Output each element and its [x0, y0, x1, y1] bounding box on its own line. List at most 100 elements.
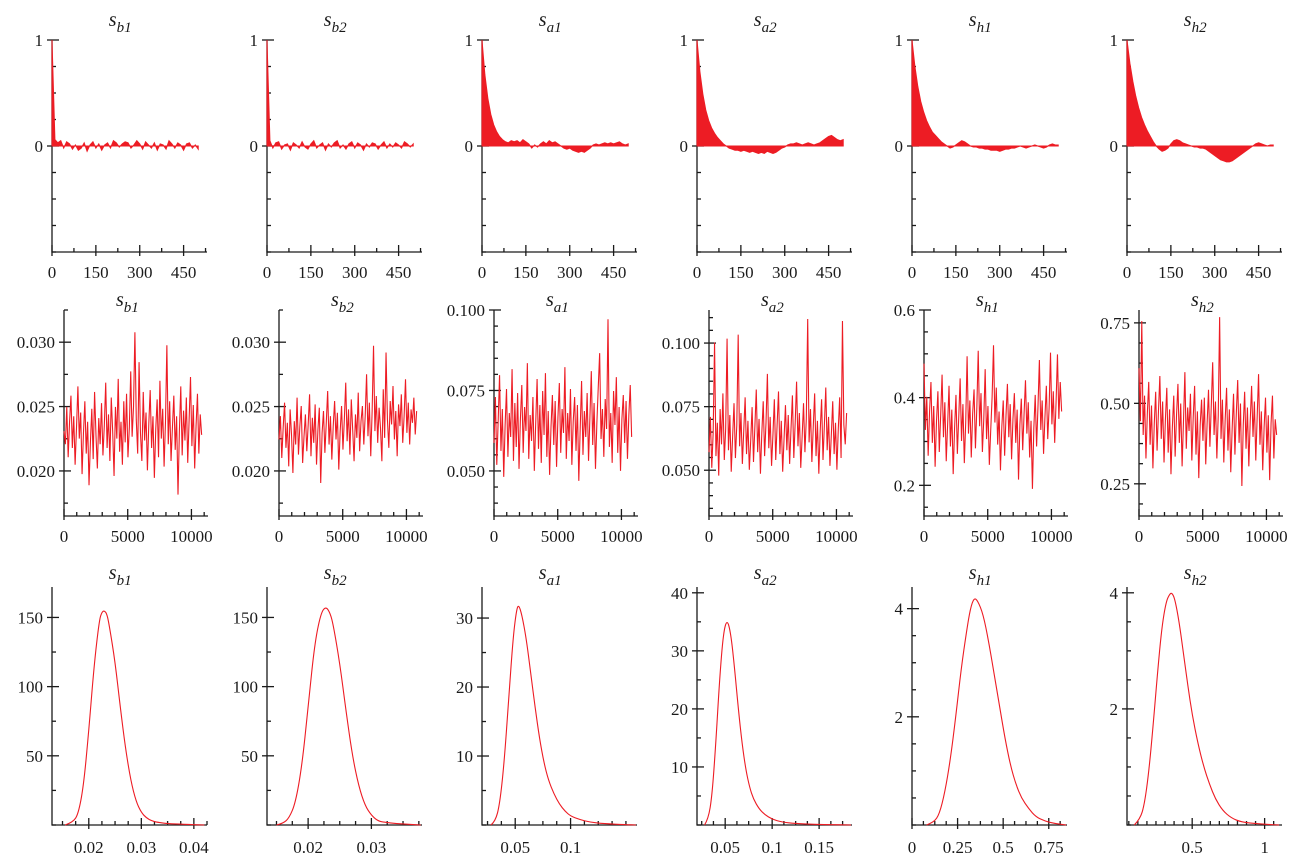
y-tick-label: 0.075 — [447, 381, 485, 400]
y-tick-label: 10 — [456, 747, 473, 766]
plot-title: sa1 — [539, 562, 562, 589]
subplot-density-s_b2: 0.02 0.03 50 100 150 sb2 — [215, 555, 430, 868]
x-tick-label: 0 — [490, 527, 499, 546]
y-tick-label: 20 — [456, 678, 473, 697]
x-tick-label: 0 — [693, 263, 702, 282]
trace-series-s_a2 — [708, 318, 848, 476]
x-tick-label: 10000 — [170, 527, 213, 546]
x-tick-label: 5000 — [326, 527, 360, 546]
x-tick-label: 0 — [908, 263, 917, 282]
x-tick-label: 0 — [48, 263, 57, 282]
acf-series-s_h1 — [911, 39, 1059, 152]
subplot-density-s_a2: 0.05 0.1 0.15 10 20 30 40 sa2 — [645, 555, 860, 868]
x-tick-label: 0.05 — [500, 838, 530, 857]
y-tick-label: 50 — [26, 747, 43, 766]
axes — [919, 309, 1068, 520]
acf-series-s_a1 — [481, 39, 629, 153]
plot-title: sa1 — [546, 290, 569, 316]
plot-title: sb1 — [109, 9, 132, 36]
y-tick-label: 20 — [671, 700, 688, 719]
plot-title: sh2 — [1184, 562, 1207, 589]
y-tick-label: 0.100 — [447, 301, 485, 320]
y-tick-label: 30 — [456, 609, 473, 628]
y-tick-label: 0 — [465, 137, 474, 156]
subplot-density-s_a1: 0.05 0.1 10 20 30 sa1 — [430, 555, 645, 868]
x-tick-label: 0 — [908, 838, 917, 857]
y-tick-label: 0.75 — [1100, 314, 1130, 333]
trace-chart-s_b1: 0 5000 10000 0.020 0.025 0.030 sb1 — [17, 290, 213, 546]
axes — [262, 587, 422, 829]
x-tick-label: 0.75 — [1034, 838, 1064, 857]
x-tick-label: 0.1 — [560, 838, 581, 857]
plot-title: sh1 — [976, 290, 999, 316]
acf-chart-s_h1: 0 150 300 450 0 1 sh1 — [895, 9, 1067, 282]
x-tick-label: 0 — [263, 263, 272, 282]
subplot-trace-s_b2: 0 5000 10000 0.020 0.025 0.030 sb2 — [215, 290, 430, 555]
subplot-trace-s_b1: 0 5000 10000 0.020 0.025 0.030 sb1 — [0, 290, 215, 555]
y-tick-label: 0.25 — [1100, 475, 1130, 494]
subplot-autocorrelation-s_h2: 0 150 300 450 0 1 sh2 — [1075, 0, 1290, 290]
acf-chart-s_a1: 0 150 300 450 0 1 sa1 — [465, 9, 637, 282]
y-tick-label: 0.100 — [662, 334, 700, 353]
x-tick-label: 150 — [943, 263, 969, 282]
axes — [262, 39, 422, 256]
y-tick-label: 50 — [241, 747, 258, 766]
x-tick-label: 150 — [728, 263, 754, 282]
x-tick-label: 150 — [298, 263, 324, 282]
y-tick-label: 150 — [18, 608, 44, 627]
axes — [477, 587, 637, 829]
axes — [59, 309, 208, 520]
x-tick-label: 0.15 — [804, 838, 834, 857]
x-tick-label: 5000 — [1186, 527, 1220, 546]
x-tick-label: 450 — [386, 263, 412, 282]
trace-chart-s_h1: 0 5000 10000 0.2 0.4 0.6 sh1 — [894, 290, 1073, 546]
plot-title: sh2 — [1191, 290, 1214, 316]
x-tick-label: 450 — [601, 263, 627, 282]
x-tick-label: 5000 — [756, 527, 790, 546]
y-tick-label: 1 — [465, 31, 474, 50]
trace-chart-s_a1: 0 5000 10000 0.050 0.075 0.100 sa1 — [447, 290, 643, 546]
x-tick-label: 300 — [1202, 263, 1228, 282]
x-tick-label: 0.03 — [357, 838, 387, 857]
plot-title: sa2 — [754, 9, 777, 36]
x-tick-label: 10000 — [815, 527, 858, 546]
y-tick-label: 0.2 — [894, 476, 915, 495]
y-tick-label: 0.050 — [447, 462, 485, 481]
trace-chart-s_b2: 0 5000 10000 0.020 0.025 0.030 sb2 — [232, 290, 428, 546]
x-tick-label: 450 — [816, 263, 842, 282]
x-tick-label: 0 — [1123, 263, 1132, 282]
x-tick-label: 0 — [705, 527, 714, 546]
plot-title: sb2 — [324, 562, 347, 589]
density-curve-s_b1 — [64, 610, 205, 826]
x-tick-label: 450 — [1031, 263, 1057, 282]
subplot-density-s_h2: 0.5 1 2 4 sh2 — [1075, 555, 1290, 868]
x-tick-label: 0.04 — [179, 838, 209, 857]
subplot-trace-s_h2: 0 5000 10000 0.25 0.50 0.75 sh2 — [1075, 290, 1290, 555]
trace-series-s_b1 — [63, 332, 203, 495]
y-tick-label: 2 — [1110, 700, 1119, 719]
y-tick-label: 40 — [671, 584, 688, 603]
axes — [477, 39, 637, 256]
x-tick-label: 0.02 — [293, 838, 323, 857]
plot-title: sh2 — [1184, 9, 1207, 36]
y-tick-label: 1 — [35, 31, 44, 50]
x-tick-label: 450 — [171, 263, 197, 282]
plot-title: sb2 — [331, 290, 354, 316]
x-tick-label: 5000 — [541, 527, 575, 546]
y-tick-label: 2 — [895, 708, 904, 727]
density-chart-s_h2: 0.5 1 2 4 sh2 — [1110, 562, 1282, 857]
y-tick-label: 0.075 — [662, 398, 700, 417]
y-tick-label: 1 — [1110, 31, 1119, 50]
axes — [1122, 587, 1282, 829]
x-tick-label: 0.02 — [74, 838, 104, 857]
y-tick-label: 100 — [18, 678, 44, 697]
density-curve-s_a2 — [704, 622, 852, 826]
x-tick-label: 450 — [1246, 263, 1272, 282]
subplot-autocorrelation-s_a1: 0 150 300 450 0 1 sa1 — [430, 0, 645, 290]
x-tick-label: 300 — [342, 263, 368, 282]
x-tick-label: 0 — [478, 263, 487, 282]
x-tick-label: 0 — [60, 527, 69, 546]
y-tick-label: 0.050 — [662, 461, 700, 480]
subplot-autocorrelation-s_a2: 0 150 300 450 0 1 sa2 — [645, 0, 860, 290]
plot-title: sb1 — [116, 290, 139, 316]
